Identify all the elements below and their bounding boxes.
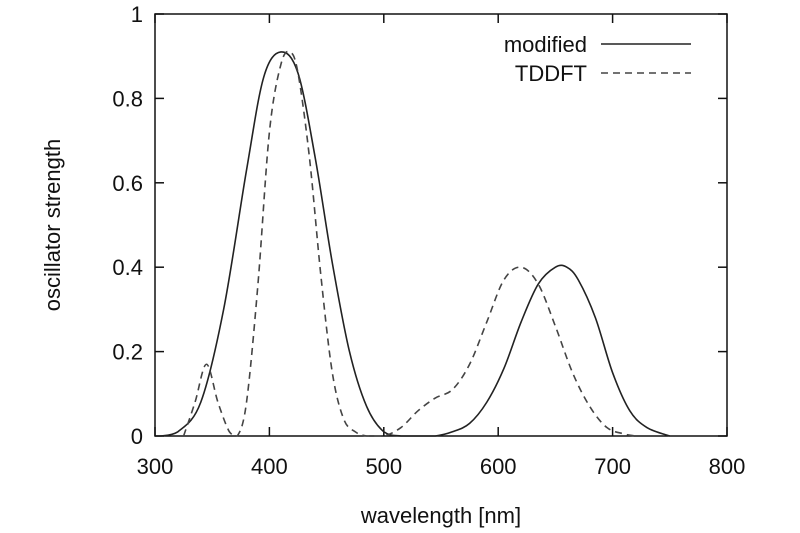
legend-label: modified bbox=[504, 32, 587, 57]
x-tick-label: 600 bbox=[480, 454, 517, 479]
y-tick-label: 0.4 bbox=[112, 255, 143, 280]
series-line-tddft bbox=[182, 50, 636, 437]
plot-frame bbox=[154, 13, 728, 437]
y-tick-label: 0 bbox=[131, 424, 143, 449]
ticks-group bbox=[154, 13, 728, 437]
y-tick-label: 0.2 bbox=[112, 340, 143, 365]
x-axis-label: wavelength [nm] bbox=[360, 503, 521, 528]
x-tick-label: 500 bbox=[365, 454, 402, 479]
x-tick-label: 700 bbox=[594, 454, 631, 479]
x-tick-label: 300 bbox=[137, 454, 174, 479]
series-line-modified bbox=[160, 51, 671, 437]
y-tick-label: 1 bbox=[131, 2, 143, 27]
tick-labels-group: 300 400 500 600 700 800 0 0.2 0.4 0.6 0.8 1 bbox=[112, 2, 745, 479]
legend-label: TDDFT bbox=[515, 61, 587, 86]
x-tick-label: 800 bbox=[709, 454, 746, 479]
series-group bbox=[160, 50, 671, 437]
legend: modified TDDFT bbox=[504, 32, 691, 86]
y-axis-label: oscillator strength bbox=[40, 139, 65, 311]
y-tick-label: 0.8 bbox=[112, 86, 143, 111]
x-tick-label: 400 bbox=[251, 454, 288, 479]
y-tick-label: 0.6 bbox=[112, 171, 143, 196]
